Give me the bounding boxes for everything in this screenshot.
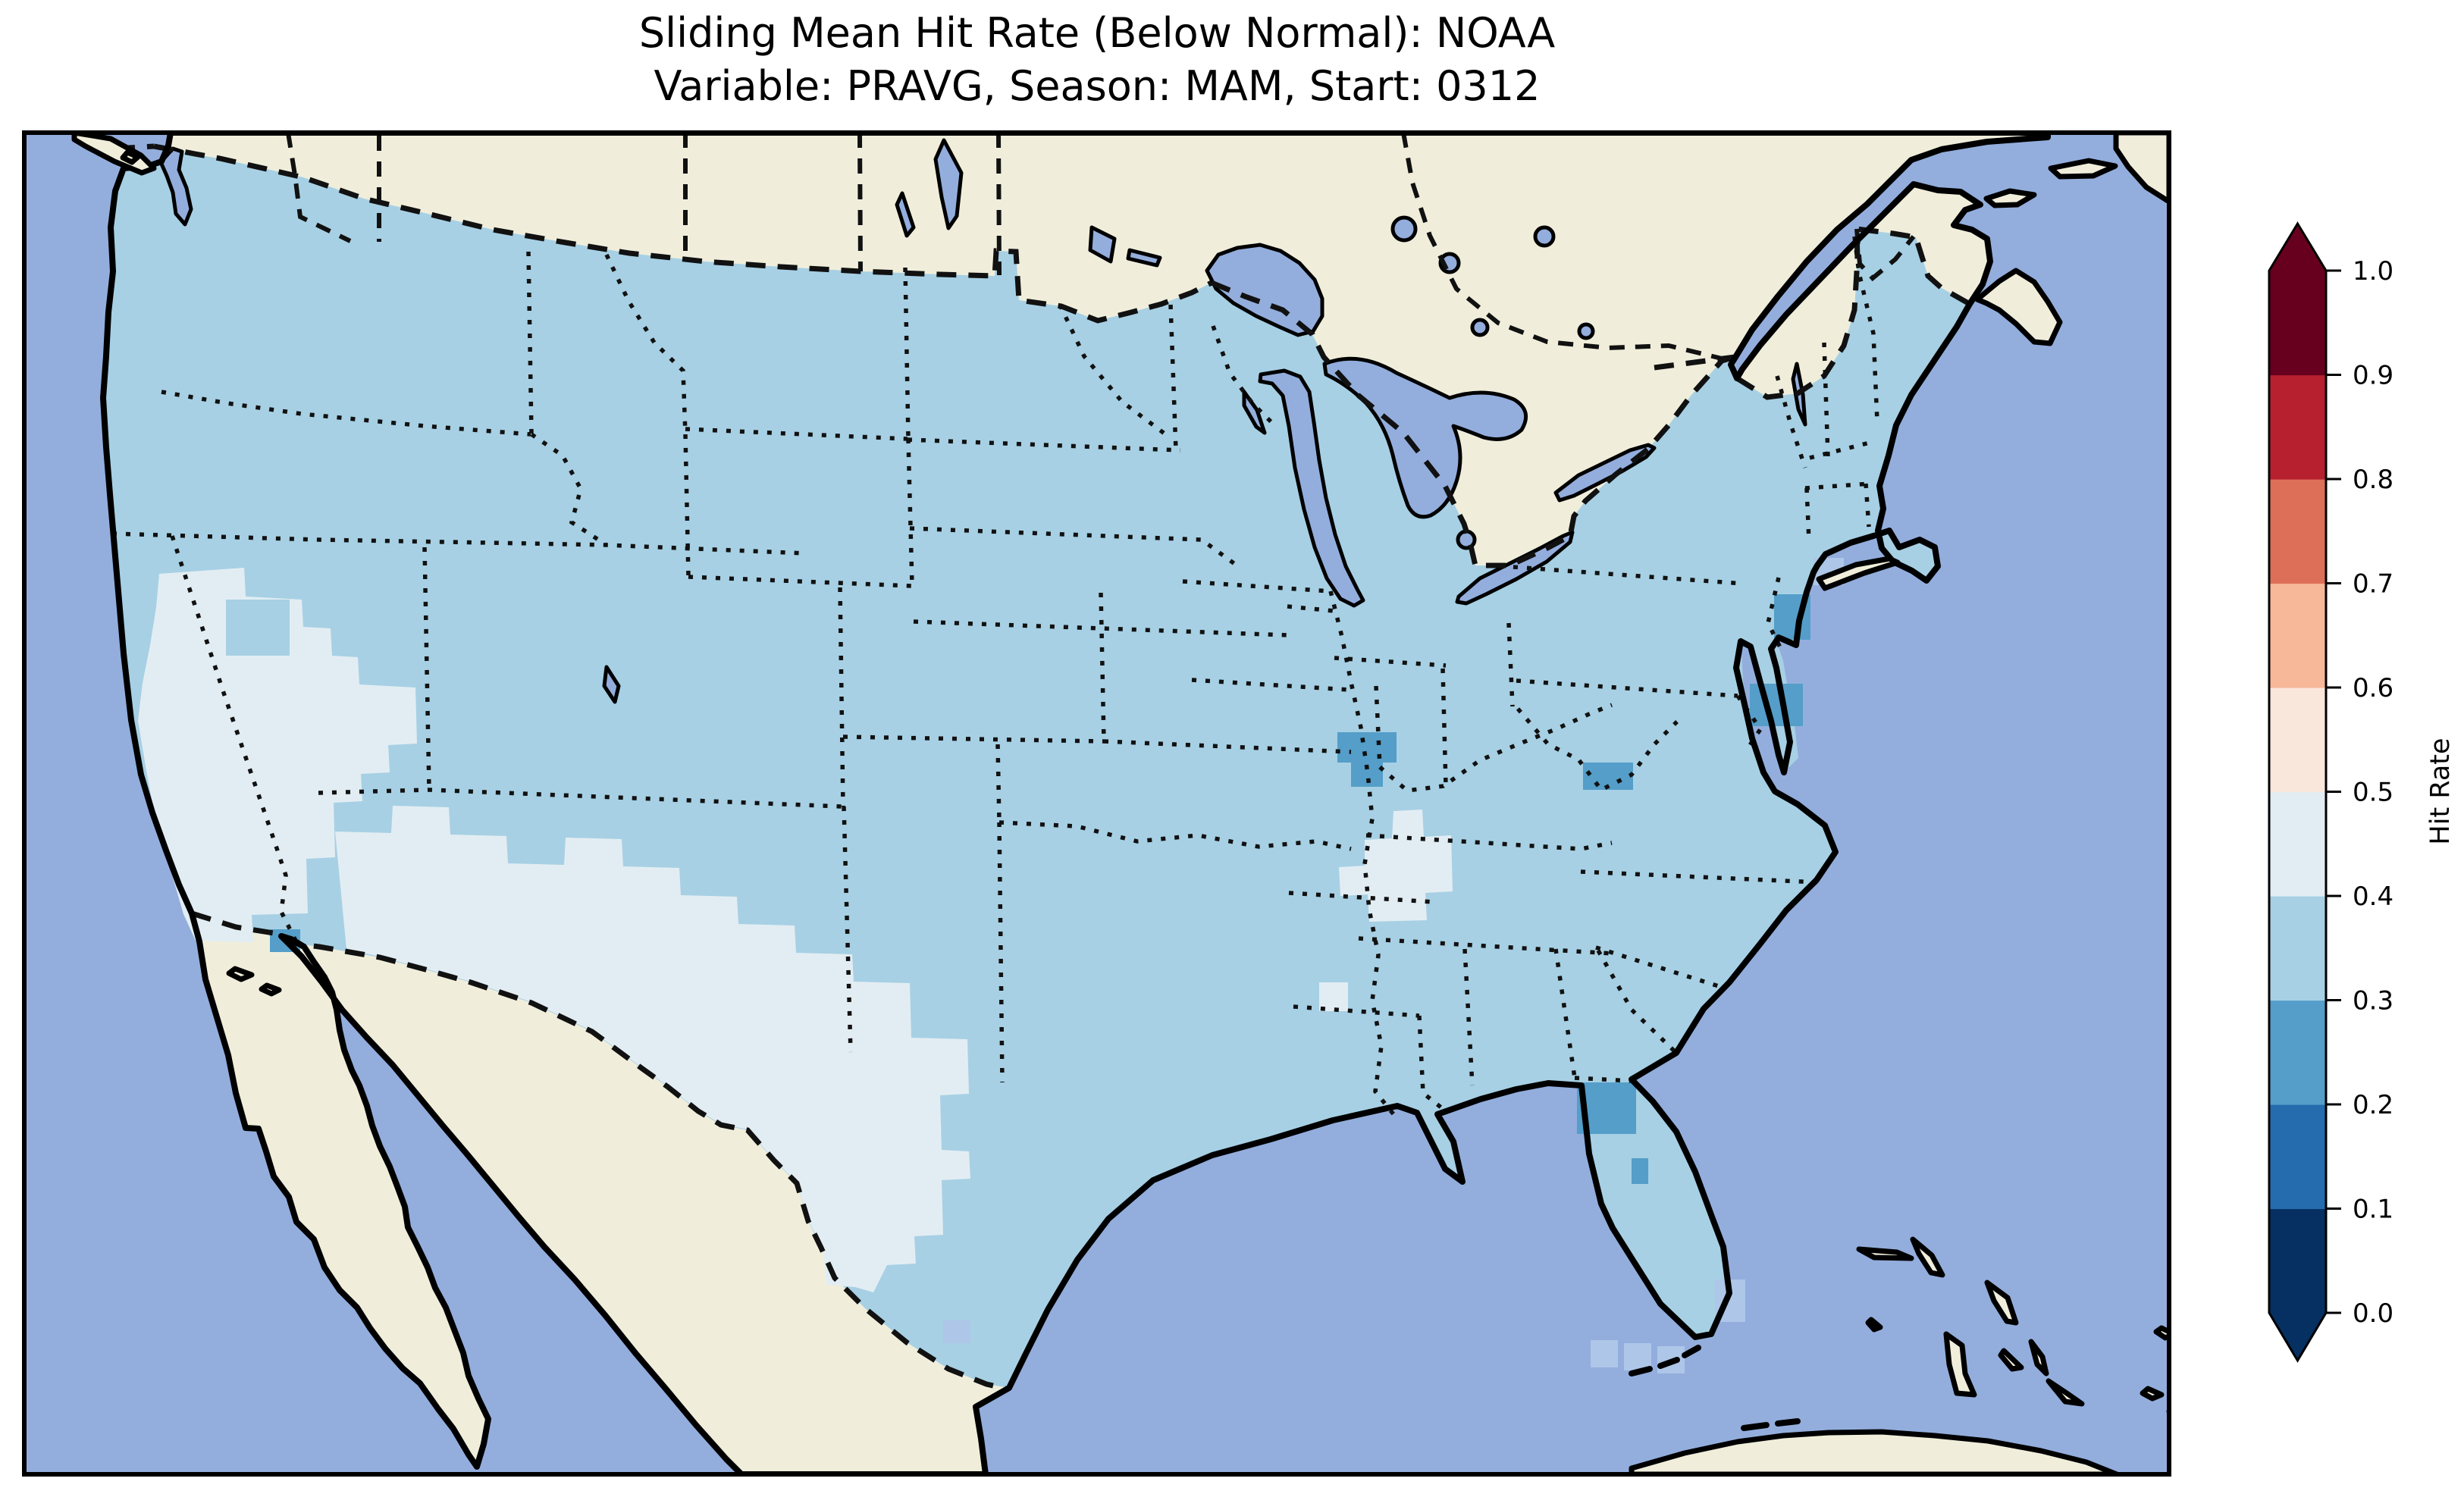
hit-rate-pale-cells — [190, 879, 1348, 1011]
small-island — [2153, 1325, 2169, 1341]
hit-rate-overwater-cell — [1591, 1340, 1618, 1367]
colorbar-tick-label: 0.1 — [2353, 1195, 2393, 1225]
colorbar-extend-high-arrow — [2269, 224, 2326, 271]
rainy-lake — [1126, 248, 1162, 268]
chart-title: Sliding Mean Hit Rate (Below Normal): NO… — [639, 9, 1555, 57]
lake-of-the-woods — [1088, 225, 1117, 264]
newfoundland-corner — [2113, 133, 2169, 205]
colorbar-tick-label: 0.0 — [2353, 1298, 2393, 1329]
colorbar-tick-label: 0.8 — [2353, 465, 2393, 495]
colorbar-tick-label: 0.2 — [2353, 1090, 2393, 1120]
map-axes — [22, 130, 2171, 1477]
islands — [71, 133, 2169, 1474]
country-borders — [114, 143, 1971, 1392]
colorbar-bin — [2269, 583, 2326, 688]
cat-island — [2028, 1339, 2049, 1377]
canadian-lake — [1533, 225, 1556, 248]
abaco — [1910, 1236, 1945, 1278]
turks-island — [2140, 1386, 2165, 1402]
lake-winnipeg — [933, 138, 964, 230]
hit-rate-overwater-cell — [1624, 1343, 1651, 1370]
hit-rate-overwater-cell — [943, 1320, 970, 1343]
lake-manitoba — [895, 191, 916, 238]
bimini — [1865, 1317, 1883, 1333]
prince-edward-island — [1983, 188, 2037, 208]
channel-island — [259, 982, 282, 997]
colorbar-tick-label: 1.0 — [2353, 256, 2393, 287]
hit-rate-pale-cell — [1319, 982, 1348, 1011]
colorbar-tick-label: 0.3 — [2353, 986, 2393, 1016]
colorbar-bin — [2269, 687, 2326, 793]
hit-rate-low-cell — [1632, 1158, 1648, 1184]
colorbar-bin — [2269, 1208, 2326, 1314]
hit-rate-field-conus — [103, 146, 1970, 1388]
cuba — [1629, 1429, 2120, 1474]
great-salt-lake — [602, 665, 621, 704]
colorbar-tick-label: 0.6 — [2353, 673, 2393, 703]
long-island-bahamas — [2045, 1378, 2085, 1407]
exuma — [1998, 1348, 2024, 1372]
florida-keys — [1629, 1345, 1801, 1431]
eleuthera — [1984, 1279, 2019, 1326]
nova-scotia — [1974, 268, 2063, 346]
grand-bahama — [1856, 1246, 1914, 1261]
colorbar-tick-label: 0.4 — [2353, 882, 2393, 912]
puget-sound — [158, 146, 193, 227]
lake-superior — [1205, 243, 1324, 337]
long-island — [1816, 556, 1901, 591]
colorbar-tick-label: 0.9 — [2353, 361, 2393, 391]
colorbar-bins — [2269, 271, 2326, 1314]
hit-rate-low-cell — [1337, 732, 1397, 763]
colorbar-bin — [2269, 1104, 2326, 1210]
anticosti-island — [2048, 158, 2118, 180]
channel-island — [226, 966, 255, 982]
strait-island — [120, 149, 141, 165]
colorbar-bin — [2269, 374, 2326, 480]
colorbar-bin — [2269, 896, 2326, 1001]
lake-huron — [1322, 356, 1528, 519]
andros — [1943, 1331, 1977, 1398]
colorbar-ticks: 1.0 0.9 0.8 0.7 0.6 0.5 0.4 0.3 0.2 0.1 0.0 — [2326, 256, 2393, 1329]
state-borders — [111, 236, 1879, 1116]
colorbar: 1.0 0.9 0.8 0.7 0.6 0.5 0.4 0.3 0.2 0.1 0.0 Hit Ra… — [2268, 221, 2456, 1363]
hit-rate-low-cell — [1619, 1101, 1635, 1122]
hit-rate-mid-cell-island — [226, 600, 290, 656]
colorbar-tick-label: 0.7 — [2353, 569, 2393, 600]
colorbar-extend-low-arrow — [2269, 1313, 2326, 1361]
map-frame — [22, 130, 2171, 1477]
colorbar-bin — [2269, 791, 2326, 897]
canadian-lake — [1390, 215, 1418, 243]
hit-rate-pale-cell — [190, 879, 220, 913]
hit-rate-low-cell — [1750, 684, 1803, 726]
canadian-lake — [1577, 322, 1595, 340]
lake-ontario — [1553, 443, 1657, 503]
provincial-borders — [286, 133, 1916, 361]
colorbar-bin — [2269, 271, 2326, 376]
colorbar-tick-label: 0.5 — [2353, 778, 2393, 808]
colorbar-label: Hit Rate — [2425, 738, 2456, 844]
colorbar-bin — [2269, 1000, 2326, 1105]
canadian-lake — [1470, 318, 1490, 337]
lake-michigan — [1258, 368, 1365, 608]
hit-rate-pale-patches — [138, 568, 1453, 1292]
colorbar-bin — [2269, 479, 2326, 584]
chart-subtitle: Variable: PRAVG, Season: MAM, Start: 031… — [654, 62, 1541, 110]
lakes — [158, 138, 1807, 704]
